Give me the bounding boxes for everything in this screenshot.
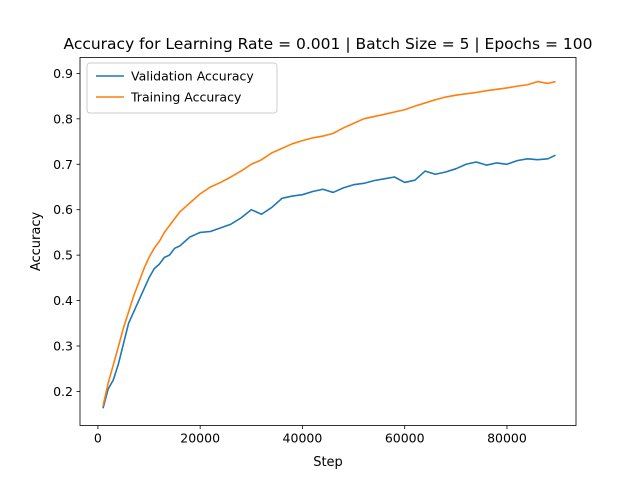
series-lines [102, 80, 556, 409]
y-tick-label: 0.7 [53, 157, 73, 172]
legend-label-validation: Validation Accuracy [131, 69, 254, 84]
y-tick-label: 0.4 [53, 293, 73, 308]
y-tick-label: 0.8 [53, 111, 73, 126]
x-tick-label: 40000 [283, 431, 323, 446]
plot-frame [79, 57, 577, 426]
x-tick-label: 60000 [385, 431, 425, 446]
legend-label-training: Training Accuracy [130, 90, 242, 105]
x-axis-title: Step [313, 455, 343, 470]
chart-title: Accuracy for Learning Rate = 0.001 | Bat… [63, 35, 592, 53]
y-tick-label: 0.2 [53, 384, 73, 399]
x-tick-label: 0 [94, 431, 102, 446]
legend-box [86, 62, 278, 114]
y-tick-label: 0.3 [53, 338, 73, 353]
x-tick-label: 20000 [180, 431, 220, 446]
legend: Validation Accuracy Training Accuracy [86, 62, 278, 114]
series-line-validation-accuracy [102, 154, 556, 409]
y-tick-label: 0.9 [53, 66, 73, 81]
y-axis-title: Accuracy [29, 212, 44, 272]
y-tick-label: 0.6 [53, 202, 73, 217]
series-line-training-accuracy [102, 80, 556, 407]
y-tick-label: 0.5 [53, 248, 73, 263]
x-tick-label: 80000 [487, 431, 527, 446]
axis-ticks: 0 20000 40000 60000 80000 0.2 0.3 0.4 0.5 0.6 0.7 0… [53, 66, 527, 446]
